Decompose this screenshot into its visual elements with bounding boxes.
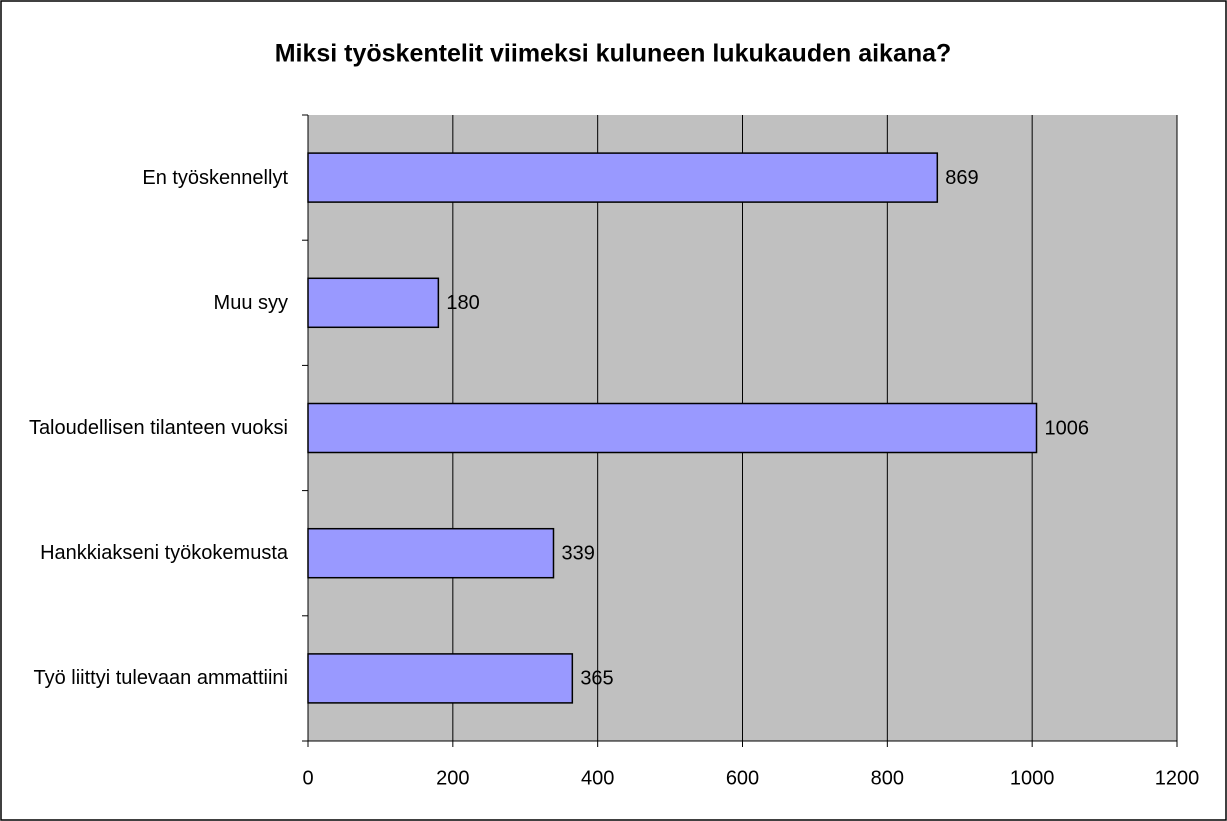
bar	[307, 653, 574, 704]
x-tick-label: 800	[871, 767, 904, 789]
x-tick-label: 200	[436, 767, 469, 789]
bar	[307, 402, 1038, 454]
y-tick-label-box: Taloudellisen tilanteen vuoksi	[28, 416, 288, 440]
x-tick-label: 600	[726, 767, 759, 789]
x-tick-label: 1000	[1010, 767, 1055, 789]
y-tick-label-box: En työskennellyt	[28, 166, 288, 190]
bar	[307, 152, 939, 203]
bar	[307, 277, 440, 329]
x-tick-label: 1200	[1155, 767, 1200, 789]
y-tick-label-box: Työ liittyi tulevaan ammattiini	[28, 666, 288, 690]
y-tick-label: Muu syy	[213, 291, 288, 314]
y-tick-label: Hankkiakseni työkokemusta	[40, 542, 288, 565]
data-label: 1006	[1045, 417, 1090, 439]
y-tick-label: Taloudellisen tilanteen vuoksi	[28, 417, 288, 439]
x-tick-label: 0	[302, 767, 313, 789]
bar	[307, 527, 555, 579]
y-tick-label: Työ liittyi tulevaan ammattiini	[33, 667, 288, 690]
y-tick-label: En työskennellyt	[142, 166, 288, 189]
data-label: 365	[580, 668, 613, 690]
y-tick-label-box: Muu syy	[28, 291, 288, 315]
chart-title: Miksi työskentelit viimeksi kuluneen luk…	[275, 40, 952, 68]
x-tick-label: 400	[581, 767, 614, 789]
data-label: 339	[561, 542, 594, 564]
data-label: 869	[945, 167, 978, 189]
y-tick-label-box: Hankkiakseni työkokemusta	[28, 541, 288, 565]
data-label: 180	[446, 292, 479, 314]
